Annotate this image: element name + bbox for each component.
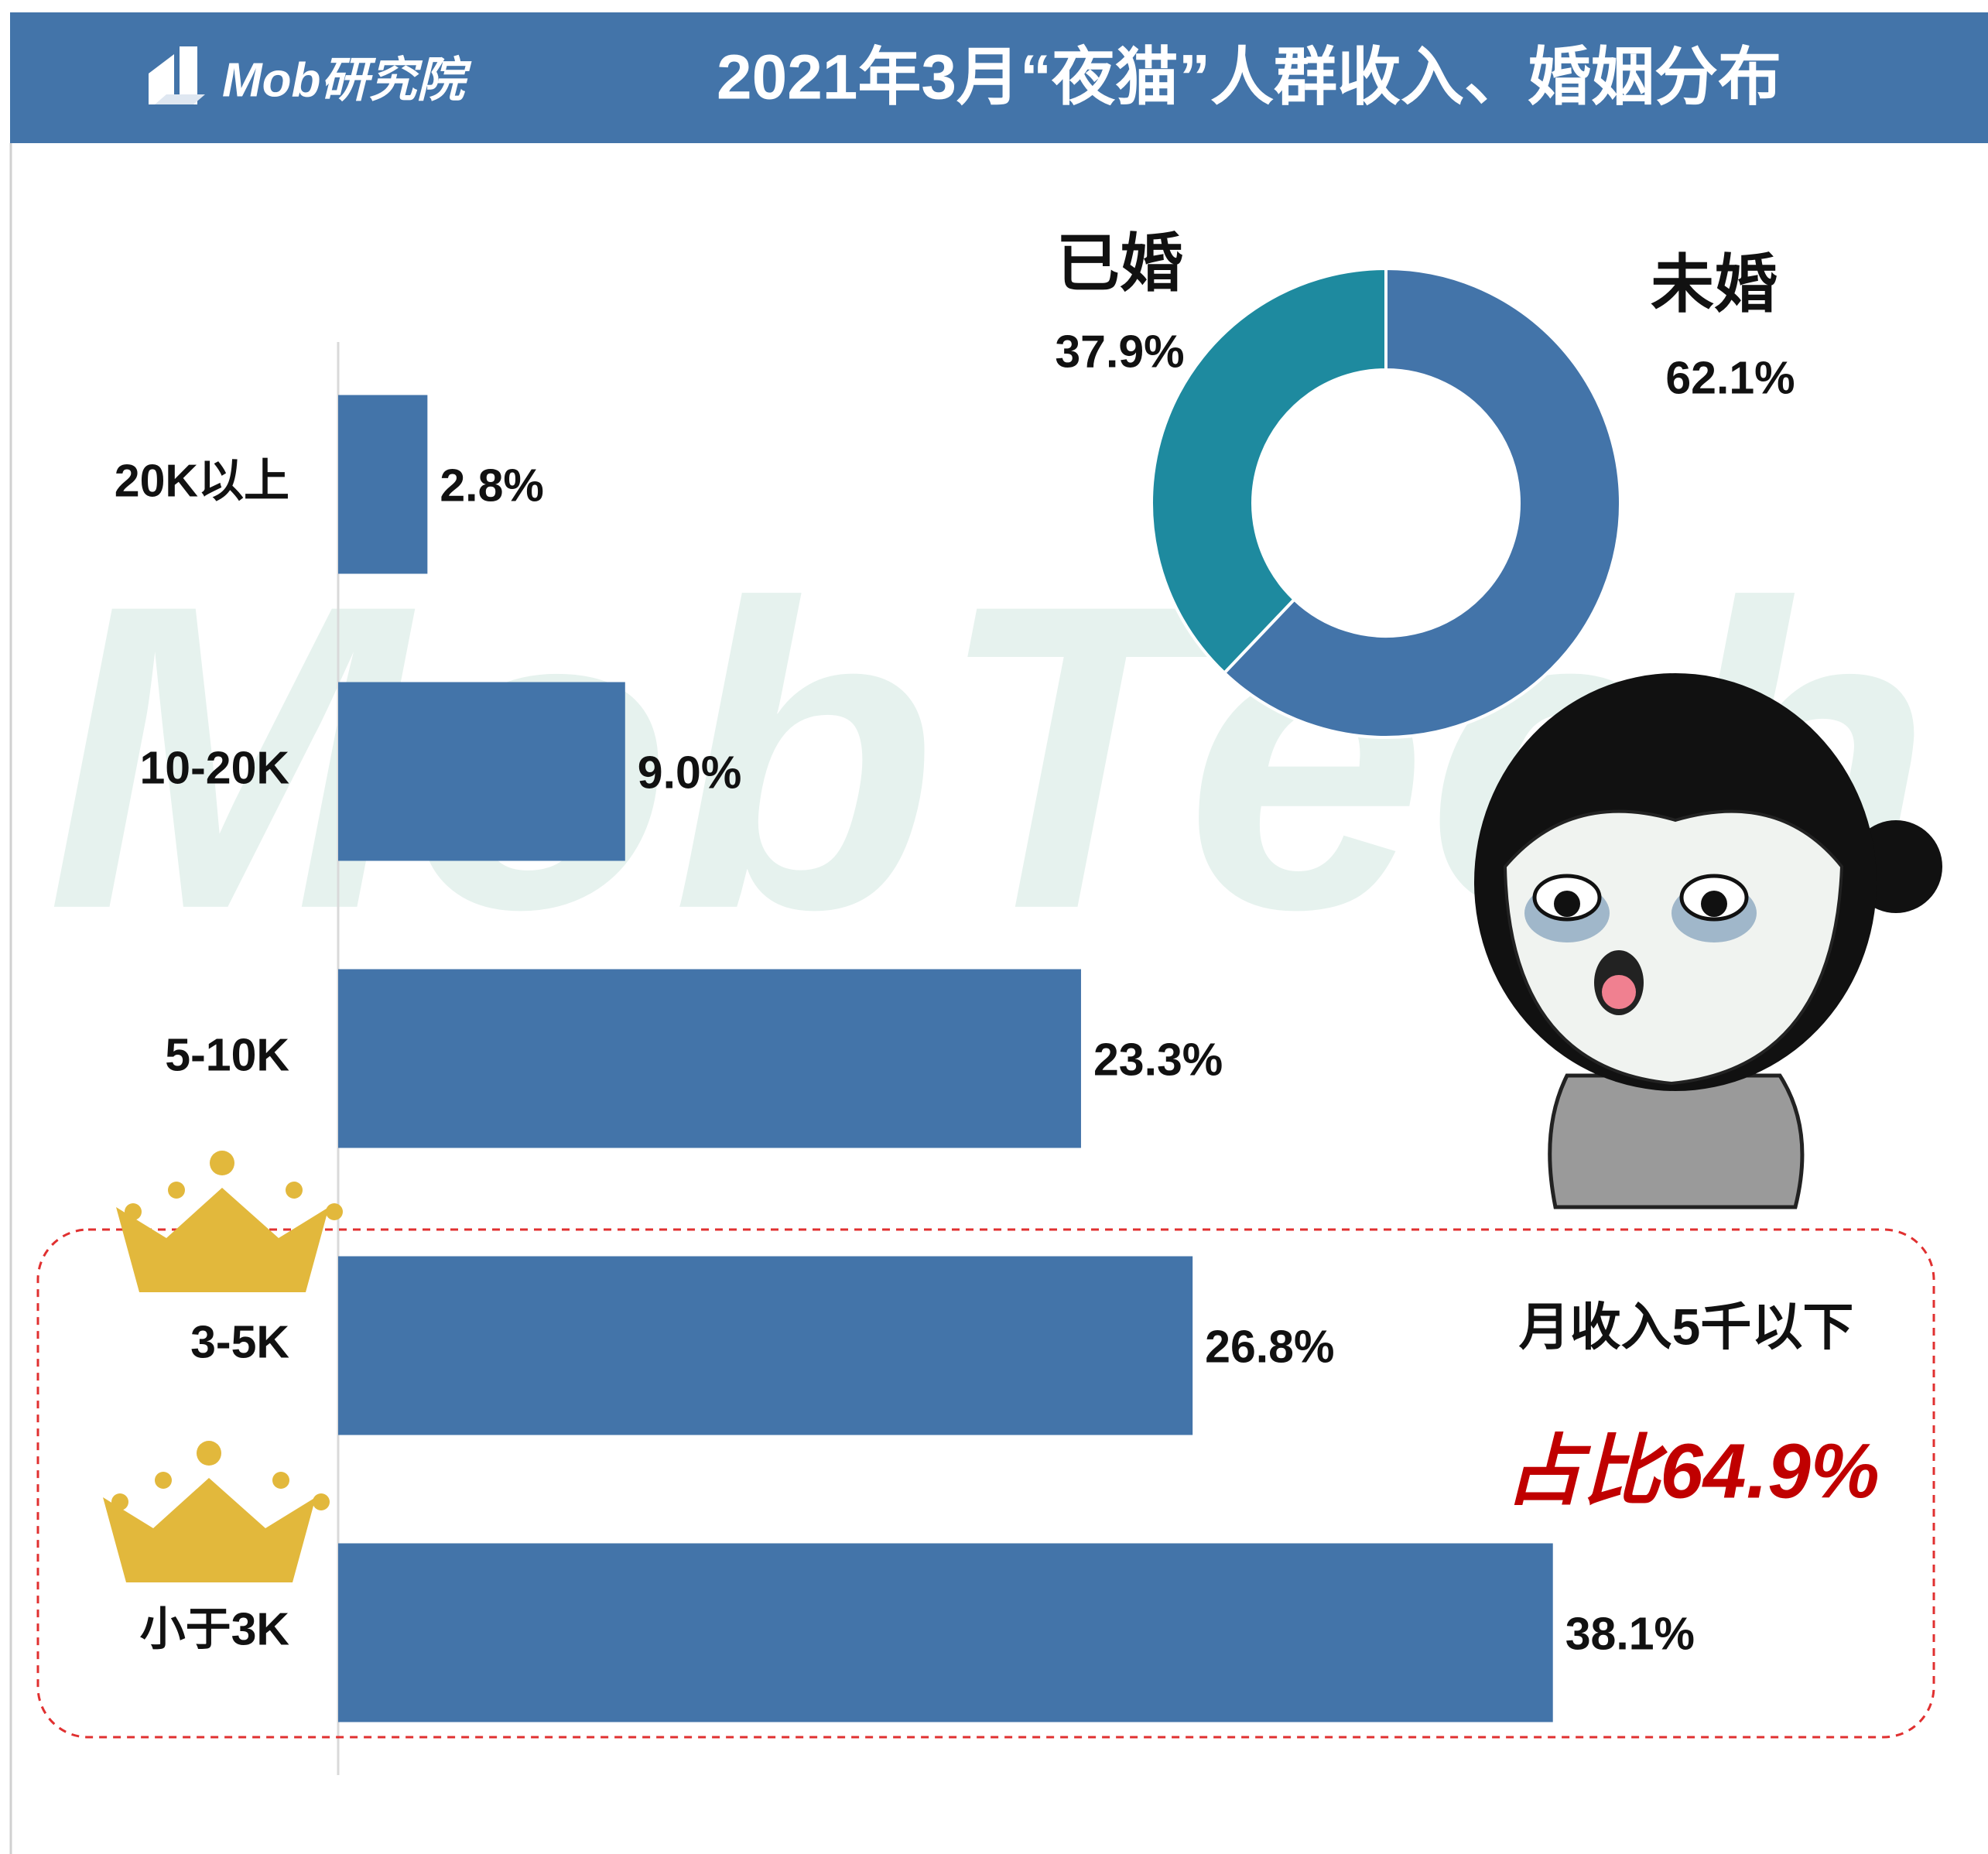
legend-label: 未婚 [1651,250,1778,320]
bar [338,969,1081,1148]
value-label: 9.0% [638,747,741,799]
category-label: 5-10K [165,1030,289,1081]
logo-icon [149,46,205,104]
value-label: 38.1% [1565,1609,1695,1660]
category-label: 10-20K [139,743,289,794]
donut-slice [1150,266,1387,676]
bar [338,395,428,574]
highlight-box [36,1228,1935,1739]
category-label: 3-5K [190,1317,289,1368]
crown [116,1151,343,1292]
crown [103,1441,330,1582]
bar [338,682,625,861]
cartoon-girl [1474,673,1942,1209]
donut-slice [1222,266,1623,739]
annotation: 月收入5千以下 [1519,1298,1854,1355]
bar [338,1256,1193,1435]
category-label: 小于3K [140,1604,290,1655]
value-label: 37.9% [1055,327,1184,378]
value-label: 2.8% [440,460,543,511]
value-label: 23.3% [1093,1035,1223,1086]
page-title: 2021年3月“夜猫”人群收入、婚姻分布 [717,43,1781,113]
bar [338,1543,1553,1722]
annotation: 占比64.9% [1505,1428,1880,1514]
value-label: 62.1% [1665,353,1795,404]
category-label: 20K以上 [115,456,289,507]
legend-label: 已婚 [1056,229,1183,299]
logo-text: Mob研究院 [222,53,472,107]
header-bar [10,12,1988,143]
value-label: 26.8% [1205,1322,1334,1373]
